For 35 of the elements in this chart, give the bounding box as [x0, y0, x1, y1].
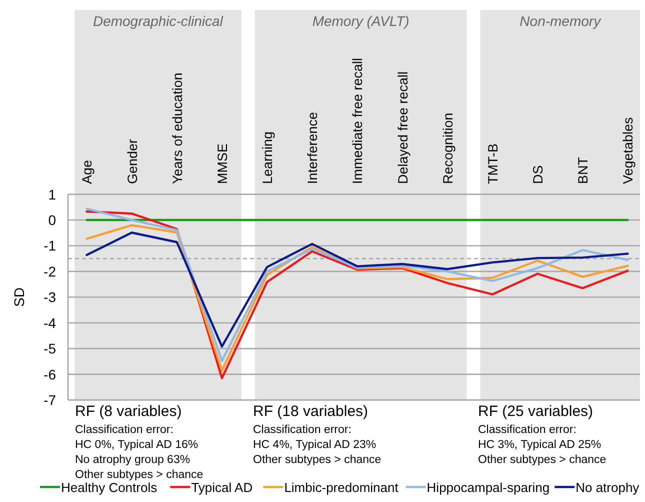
x-tick-label: DS: [530, 165, 546, 184]
x-tick-label: Vegetables: [620, 116, 636, 184]
text: RF (25 variables) Classification error: HC 3%, Typical AD 25% Other subtypes > chance: [478, 403, 606, 466]
text: RF (18 variables) Classification error: HC 4%, Typical AD 23% Other subtypes > chance: [253, 403, 382, 466]
x-tick-label: Immediate free recall: [350, 58, 366, 184]
x-tick-label: Interference: [305, 112, 320, 184]
y-axis-title: SD: [11, 287, 27, 307]
y-tick-label: -4: [44, 314, 56, 331]
y-tick-label: -3: [44, 289, 56, 306]
y-tick-label: -6: [44, 366, 56, 382]
legend-label: Limbic-predominant: [284, 480, 399, 495]
y-tick-label: 1: [48, 186, 56, 202]
y-tick-label: -7: [44, 392, 56, 408]
legend-label: Typical AD: [191, 480, 253, 495]
y-tick-label: -5: [44, 340, 56, 357]
y-tick-label: -1: [44, 238, 56, 254]
x-tick-label: BNT: [576, 157, 591, 184]
x-tick-label: Delayed free recall: [395, 71, 410, 184]
x-tick-label: Age: [80, 160, 95, 184]
x-tick-label: Gender: [124, 138, 140, 184]
band-label: Non-memory: [520, 13, 602, 29]
band-label: Demographic-clinical: [92, 13, 224, 29]
y-tick-label: 0: [48, 212, 56, 228]
x-tick-label: Recognition: [440, 112, 456, 184]
legend-label: Healthy Controls: [61, 480, 158, 495]
x-tick-label: TMT-B: [485, 144, 500, 184]
band-label: Memory (AVLT): [312, 13, 410, 29]
legend-label: Hippocampal-sparing: [426, 480, 550, 495]
text: RF (8 variables) Classification error: HC 0%, Typical AD 16% No atrophy group 63% Other subtypes > chance: [75, 403, 204, 481]
x-tick-label: Learning: [260, 131, 276, 184]
line-series: [86, 232, 629, 348]
x-tick-label: Years of education: [170, 72, 185, 184]
y-tick-label: -2: [44, 263, 56, 280]
legend-label: No atrophy: [576, 480, 640, 495]
x-tick-label: MMSE: [214, 144, 230, 184]
